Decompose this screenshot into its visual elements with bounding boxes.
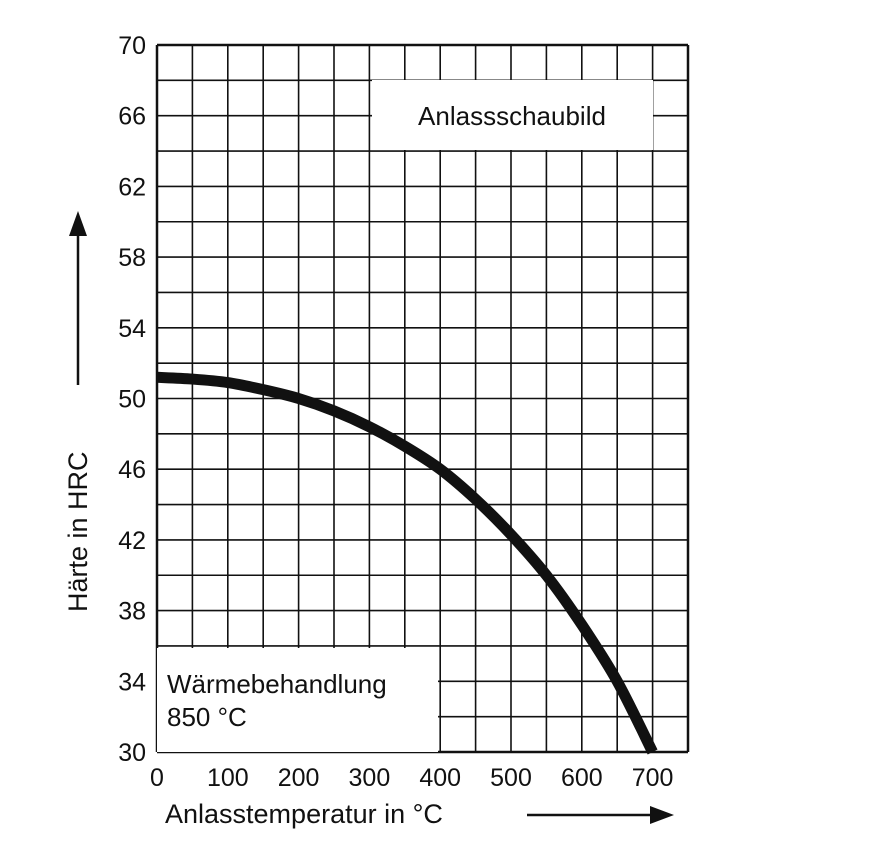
y-tick-label: 38: [118, 598, 146, 626]
x-tick-label: 700: [632, 764, 674, 792]
x-tick-label: 0: [150, 764, 164, 792]
y-tick-label: 66: [118, 103, 146, 131]
y-tick-label: 34: [118, 668, 146, 696]
x-axis-arrow-head: [650, 806, 674, 824]
y-tick-label: 62: [118, 173, 146, 201]
tick-labels: 0 100 200 300 400 500 600 700 70 66 62 58 54 50 46 42 38…: [118, 32, 673, 792]
y-axis-label: Härte in HRC: [63, 451, 93, 612]
y-tick-label: 50: [118, 386, 146, 414]
x-tick-label: 400: [419, 764, 461, 792]
grid: [155, 43, 690, 754]
y-tick-label: 54: [118, 315, 146, 343]
y-tick-label: 46: [118, 456, 146, 484]
x-tick-label: 300: [349, 764, 391, 792]
y-tick-label: 70: [118, 32, 146, 60]
y-tick-label: 58: [118, 244, 146, 272]
y-tick-label: 30: [118, 739, 146, 767]
x-tick-label: 100: [207, 764, 249, 792]
x-tick-label: 500: [490, 764, 532, 792]
treatment-label-line2: 850 °C: [167, 702, 247, 732]
x-axis-label: Anlasstemperatur in °C: [165, 799, 443, 829]
x-tick-label: 200: [278, 764, 320, 792]
diagram-name-box: [372, 80, 653, 150]
diagram-name-label: Anlassschaubild: [418, 101, 606, 131]
treatment-box: [157, 648, 438, 752]
y-tick-label: 42: [118, 527, 146, 555]
treatment-label-line1: Wärmebehandlung: [167, 669, 387, 699]
x-tick-label: 600: [561, 764, 603, 792]
y-axis-arrow-head: [69, 211, 87, 236]
hardness-curve: [156, 371, 658, 755]
